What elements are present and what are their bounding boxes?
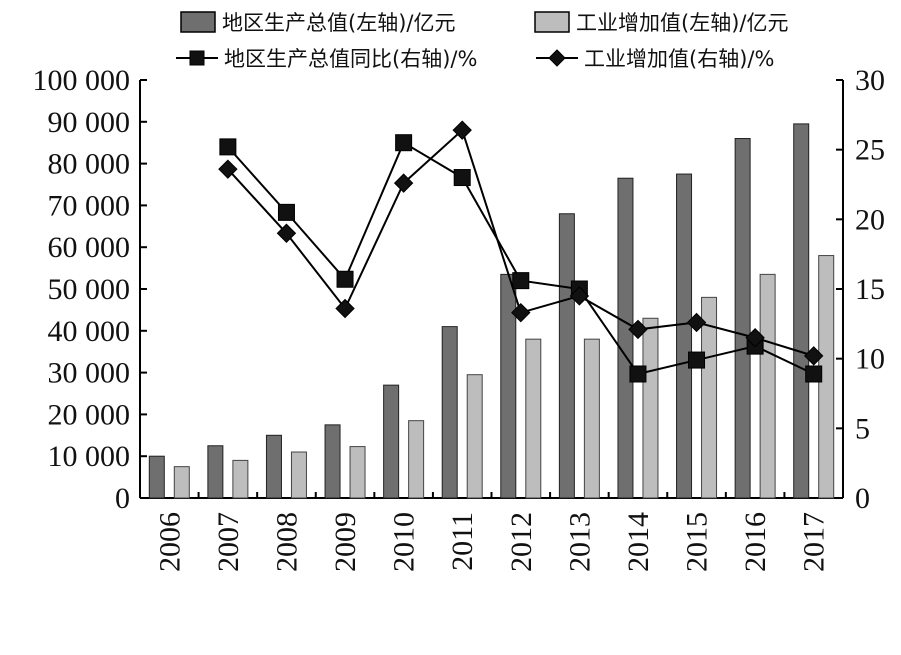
bar-gdp — [734, 138, 751, 499]
x-tick-label: 2015 — [681, 512, 714, 572]
right-y-tick-label: 15 — [855, 273, 885, 306]
x-tick-label: 2012 — [505, 512, 538, 572]
point-square — [277, 203, 295, 221]
legend-marker-diamond — [548, 49, 566, 67]
point-square — [512, 272, 530, 290]
left-y-tick-label: 10 000 — [48, 440, 131, 473]
bar-industry — [349, 446, 366, 499]
bar-industry — [232, 459, 249, 499]
bar-industry — [466, 374, 483, 499]
right-y-tick-label: 5 — [855, 412, 870, 445]
left-y-tick-label: 70 000 — [48, 189, 131, 222]
right-y-tick-label: 10 — [855, 343, 885, 376]
point-diamond — [686, 312, 707, 333]
point-diamond — [276, 223, 297, 243]
bar-industry — [642, 317, 659, 499]
point-diamond — [452, 120, 472, 140]
bar-gdp — [324, 424, 341, 499]
point-square — [688, 351, 706, 369]
point-square — [395, 134, 413, 152]
bar-industry — [701, 296, 718, 499]
left-y-tick-label: 90 000 — [48, 106, 131, 139]
bar-gdp — [676, 173, 693, 499]
x-tick-label: 2009 — [329, 512, 362, 572]
point-diamond — [335, 298, 355, 319]
point-square — [453, 169, 471, 187]
bar-gdp — [441, 326, 458, 499]
left-y-tick-label: 30 000 — [48, 357, 131, 390]
bar-industry — [525, 338, 542, 499]
left-y-tick-label: 100 000 — [33, 64, 131, 97]
point-square — [805, 365, 823, 383]
left-y-tick-label: 20 000 — [48, 398, 131, 431]
x-tick-label: 2014 — [622, 512, 655, 572]
line-gdp-growth — [219, 134, 823, 383]
point-square — [219, 138, 237, 156]
legend-label-gdp-growth: 地区生产总值同比(右轴)/% — [224, 47, 477, 71]
right-y-tick-label: 30 — [855, 64, 885, 97]
left-y-tick-label: 80 000 — [48, 148, 131, 181]
bar-industry — [290, 451, 307, 499]
bar-industry — [173, 466, 190, 499]
right-y-tick-label: 25 — [855, 134, 885, 167]
point-diamond — [569, 286, 590, 306]
left-y-tick-label: 60 000 — [48, 231, 131, 264]
bar-gdp — [558, 213, 575, 499]
legend-marker-square — [189, 50, 205, 66]
legend-label-industry-bar: 工业增加值(左轴)/亿元 — [576, 11, 788, 35]
point-square — [629, 365, 647, 383]
x-tick-label: 2016 — [739, 512, 772, 572]
right-y-tick-label: 20 — [855, 203, 885, 236]
x-tick-label: 2006 — [153, 512, 186, 572]
point-diamond — [628, 319, 648, 340]
legend-swatch-industry-bar — [534, 11, 570, 33]
left-y-tick-label: 40 000 — [48, 315, 131, 348]
bar-gdp — [383, 384, 400, 499]
point-diamond — [511, 302, 531, 323]
bars — [148, 123, 835, 499]
point-diamond — [393, 173, 414, 193]
bar-gdp — [265, 434, 282, 499]
x-tick-label: 2013 — [563, 512, 596, 572]
x-tick-label: 2008 — [270, 512, 303, 572]
x-tick-label: 2011 — [446, 512, 479, 571]
x-tick-label: 2017 — [798, 512, 831, 572]
right-y-tick-label: 0 — [855, 482, 870, 515]
line-industry-growth — [218, 120, 824, 366]
point-diamond — [218, 159, 238, 179]
bar-gdp — [500, 273, 517, 499]
bar-industry — [759, 273, 776, 499]
axes: 0 10 000 20 000 30 000 40 000 50 000 60 000 70 … — [33, 64, 886, 572]
point-diamond — [745, 328, 765, 348]
bar-industry — [408, 420, 425, 499]
legend-label-gdp-bar: 地区生产总值(左轴)/亿元 — [222, 11, 455, 35]
legend-swatch-gdp-bar — [180, 11, 216, 33]
bar-gdp — [207, 445, 224, 499]
line-gdp-growth-path — [227, 141, 815, 376]
left-y-tick-label: 50 000 — [48, 273, 131, 306]
legend-label-industry-growth: 工业增加值(右轴)/% — [584, 47, 774, 71]
x-tick-label: 2010 — [388, 512, 421, 572]
left-y-tick-label: 0 — [115, 482, 130, 515]
point-diamond — [804, 346, 824, 366]
bar-gdp — [148, 455, 165, 499]
point-square — [336, 270, 354, 288]
x-tick-label: 2007 — [212, 512, 245, 572]
bar-gdp — [793, 123, 810, 499]
bar-industry — [583, 338, 600, 499]
bar-gdp — [617, 177, 634, 499]
